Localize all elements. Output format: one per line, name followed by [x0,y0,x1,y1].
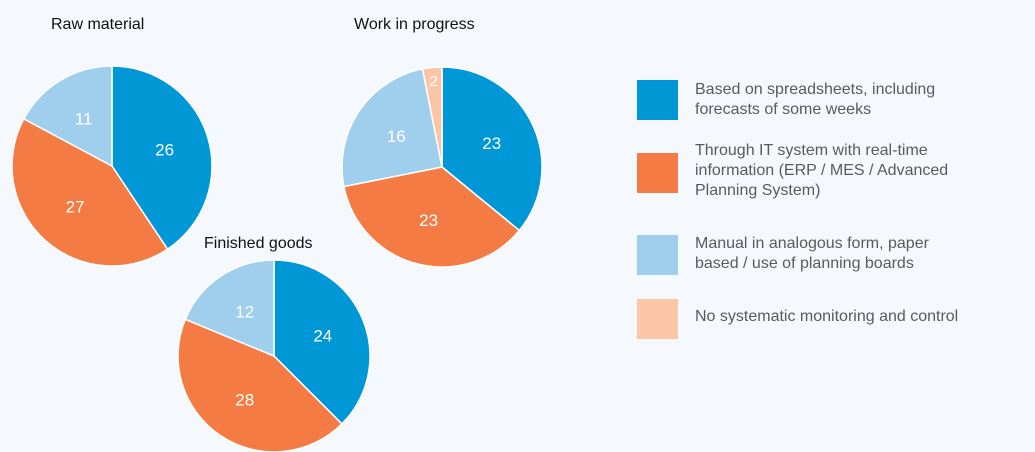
data-label-raw-material-manual: 11 [75,109,93,128]
pie-raw-material: 26 27 11 [11,65,213,267]
data-label-work-in-progress-none: 2 [429,73,437,90]
data-label-raw-material-spreadsheets: 26 [155,141,174,160]
data-label-finished-goods-it-system: 28 [235,390,254,409]
pie-slice-work-in-progress-it-system [343,166,521,268]
pie-slice-raw-material-it-system [11,117,169,267]
data-label-finished-goods-manual: 12 [235,303,254,322]
legend-label-spreadsheets: Based on spreadsheets, including forecas… [695,81,936,118]
legend-swatch-manual [637,235,678,275]
data-label-work-in-progress-manual: 16 [387,127,406,146]
pie-slice-finished-goods-manual [184,259,275,358]
legend-label-manual: Manual in analogous form, paper based / … [695,235,929,272]
pie-slice-work-in-progress-manual [341,68,443,188]
pie-title-finished-goods: Finished goods [204,235,313,252]
pie-title-work-in-progress: Work in progress [354,16,475,33]
data-label-raw-material-it-system: 27 [66,197,85,216]
pie-title-raw-material: Raw material [51,16,145,33]
legend-swatch-it-system [637,153,678,193]
legend-swatch-none [637,299,678,339]
pie-finished-goods: 24 28 12 [177,259,371,452]
legend-swatch-spreadsheets [637,80,678,120]
pie-work-in-progress: 23 23 16 2 [341,66,543,268]
pie-slice-finished-goods-it-system [177,318,343,452]
data-label-work-in-progress-spreadsheets: 23 [482,134,501,153]
pie-slice-raw-material-manual [22,65,113,168]
data-label-work-in-progress-it-system: 23 [419,211,438,230]
pie-slice-work-in-progress-none [421,66,443,168]
data-label-finished-goods-spreadsheets: 24 [313,326,332,345]
pie-slice-work-in-progress-spreadsheets [441,66,543,232]
legend-label-it-system: Through IT system with real-time informa… [695,142,949,199]
pie-slice-finished-goods-spreadsheets [273,259,371,425]
legend-label-none: No systematic monitoring and control [695,308,959,325]
